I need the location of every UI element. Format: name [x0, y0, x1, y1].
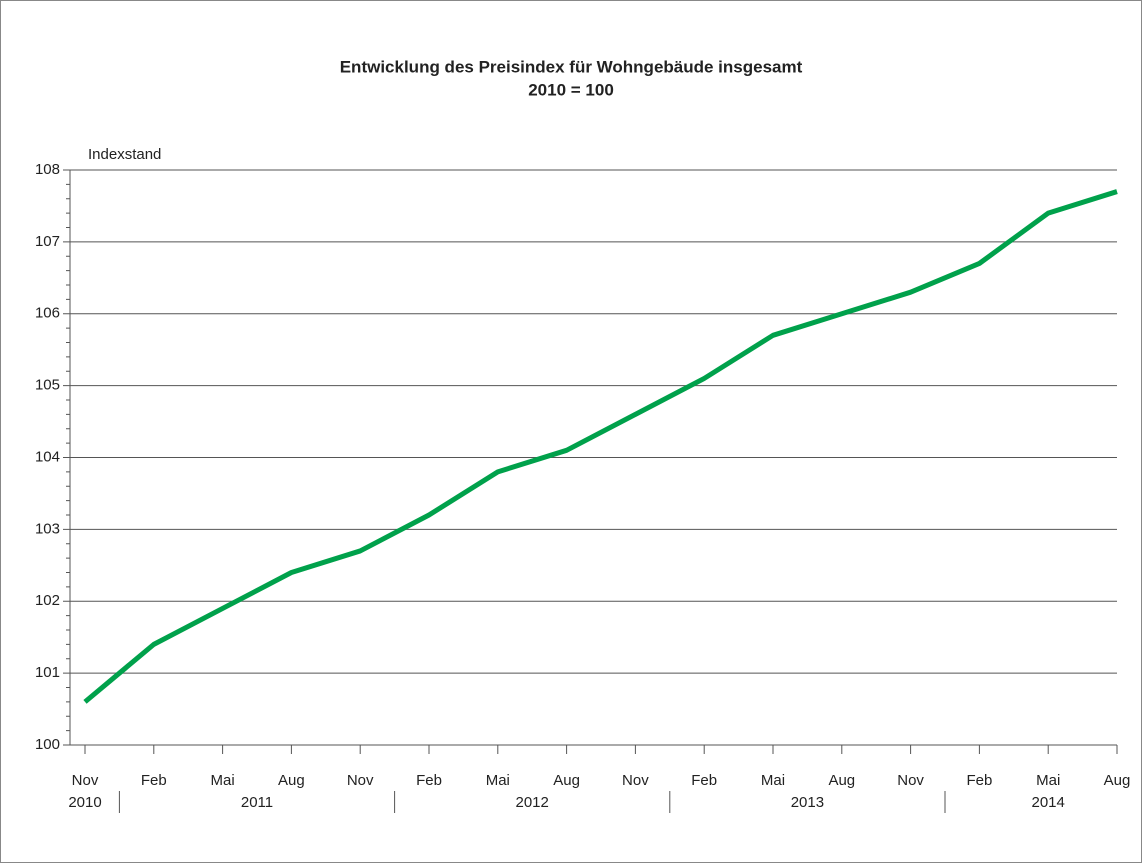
x-tick-label: Feb: [691, 772, 717, 789]
y-tick-label: 101: [35, 664, 60, 681]
x-tick-label: Aug: [278, 772, 305, 789]
x-group-label: 2013: [791, 794, 824, 811]
x-tick-label: Mai: [1036, 772, 1060, 789]
y-tick-label: 107: [35, 233, 60, 250]
y-tick-label: 106: [35, 305, 60, 322]
x-tick-label: Nov: [347, 772, 374, 789]
y-tick-label: 108: [35, 161, 60, 178]
x-tick-label: Feb: [416, 772, 442, 789]
y-axis-label: Indexstand: [88, 146, 161, 163]
y-tick-label: 103: [35, 520, 60, 537]
y-tick-label: 104: [35, 448, 60, 465]
x-group-label: 2014: [1032, 794, 1065, 811]
x-tick-label: Mai: [761, 772, 785, 789]
x-tick-label: Feb: [141, 772, 167, 789]
line-series: [83, 189, 1118, 704]
chart-subtitle: 2010 = 100: [528, 80, 614, 99]
x-tick-label: Nov: [622, 772, 649, 789]
x-group-label: 2011: [241, 794, 273, 811]
x-group-label: 2012: [516, 794, 549, 811]
x-tick-label: Mai: [486, 772, 510, 789]
x-tick-label: Aug: [828, 772, 855, 789]
x-group-label: 2010: [68, 794, 101, 811]
x-tick-label: Aug: [1104, 772, 1131, 789]
y-tick-label: 105: [35, 377, 60, 394]
y-tick-label: 100: [35, 736, 60, 753]
x-tick-label: Feb: [966, 772, 992, 789]
x-tick-label: Aug: [553, 772, 580, 789]
x-tick-label: Nov: [72, 772, 99, 789]
x-tick-label: Nov: [897, 772, 924, 789]
chart-title: Entwicklung des Preisindex für Wohngebäu…: [340, 57, 803, 76]
x-tick-label: Mai: [211, 772, 235, 789]
y-tick-label: 102: [35, 592, 60, 609]
